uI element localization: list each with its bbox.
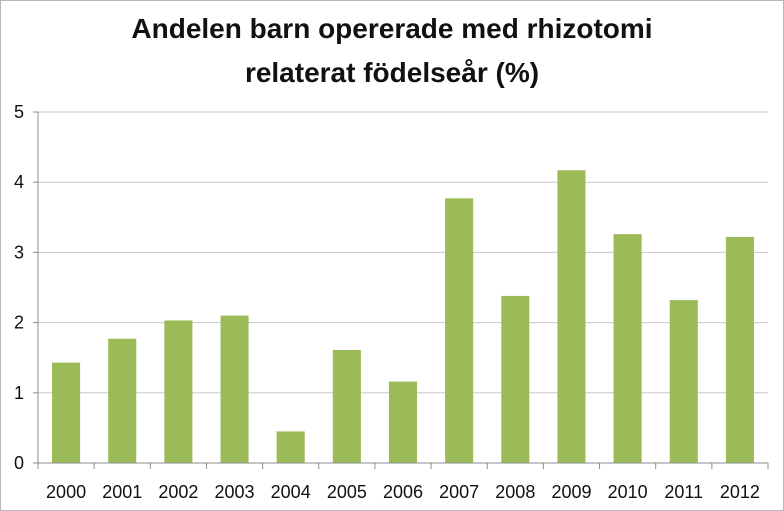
chart-title-line-1: Andelen barn opererade med rhizotomi	[131, 13, 653, 44]
x-tick-2001: 2001	[102, 482, 142, 502]
axes	[33, 111, 769, 469]
x-tick-2010: 2010	[608, 482, 648, 502]
y-tick-3: 3	[14, 242, 24, 262]
bar-2009	[557, 170, 586, 464]
x-tick-2007: 2007	[439, 482, 479, 502]
bar-2008	[501, 295, 530, 463]
y-tick-0: 0	[14, 453, 24, 473]
y-tick-labels: 0 1 2 3 4 5	[14, 102, 24, 473]
bar-2001	[108, 338, 137, 463]
x-tick-2008: 2008	[495, 482, 535, 502]
gridlines	[38, 111, 768, 394]
bar-2000	[52, 362, 81, 463]
x-tick-2011: 2011	[664, 482, 703, 502]
bar-2005	[332, 349, 361, 463]
x-tick-labels: 2000 2001 2002 2003 2004 2005 2006 2007 2008 2009…	[46, 482, 760, 502]
bar-2003	[220, 315, 249, 463]
x-tick-2012: 2012	[720, 482, 760, 502]
y-tick-2: 2	[14, 313, 24, 333]
bar-2007	[445, 198, 474, 463]
chart-title-line-2: relaterat födelseår (%)	[244, 57, 540, 88]
bars	[52, 170, 754, 464]
x-tick-2006: 2006	[383, 482, 423, 502]
x-tick-2003: 2003	[215, 482, 255, 502]
bar-2002	[164, 320, 193, 463]
bar-2010	[613, 234, 642, 463]
x-tick-2004: 2004	[271, 482, 311, 502]
bar-2006	[388, 381, 418, 463]
x-tick-2002: 2002	[158, 482, 198, 502]
bar-2004	[276, 431, 305, 463]
x-tick-2005: 2005	[327, 482, 367, 502]
x-tick-2000: 2000	[46, 482, 86, 502]
bar-2012	[725, 236, 754, 463]
y-tick-4: 4	[14, 172, 24, 192]
bar-2011	[669, 300, 698, 463]
x-tick-2009: 2009	[551, 482, 591, 502]
y-tick-1: 1	[14, 383, 24, 403]
y-tick-5: 5	[14, 102, 24, 122]
